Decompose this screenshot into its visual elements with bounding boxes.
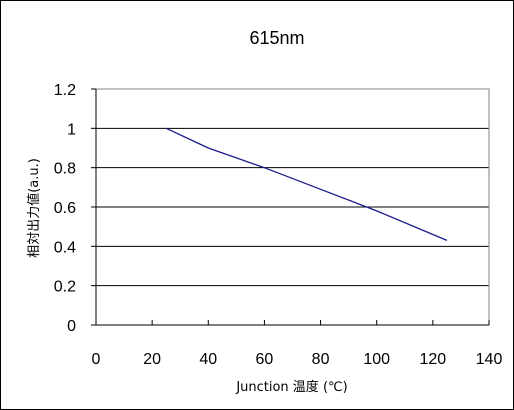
y-tick-label: 0.2 (54, 279, 76, 296)
y-tick-label: 0.6 (54, 200, 76, 217)
chart-title: 615nm (249, 28, 304, 48)
x-tick-label: 20 (143, 351, 161, 368)
series-group (165, 127, 448, 241)
x-tick-label: 100 (363, 351, 390, 368)
y-tick-label: 0 (67, 318, 76, 335)
y-tick-label: 1 (67, 121, 76, 138)
x-tick-label: 80 (312, 351, 330, 368)
x-tick-labels: 0 20 40 60 80 100 120 140 (92, 351, 503, 368)
x-tick-label: 120 (420, 351, 447, 368)
y-axis-label: 相対出力値(a.u.) (26, 158, 42, 258)
y-tick-labels: 0 0.2 0.4 0.6 0.8 1 1.2 (54, 82, 76, 335)
series-line (165, 127, 448, 241)
x-tick-label: 60 (256, 351, 274, 368)
x-tick-label: 40 (199, 351, 217, 368)
x-axis-label: Junction 温度 (℃) (235, 379, 347, 395)
x-tick-label: 0 (92, 351, 101, 368)
axes (91, 88, 490, 326)
y-tick-label: 0.8 (54, 161, 76, 178)
y-tick-label: 1.2 (54, 82, 76, 99)
grid-lines (96, 88, 489, 287)
x-tick-label: 140 (476, 351, 503, 368)
y-tick-label: 0.4 (54, 239, 76, 256)
